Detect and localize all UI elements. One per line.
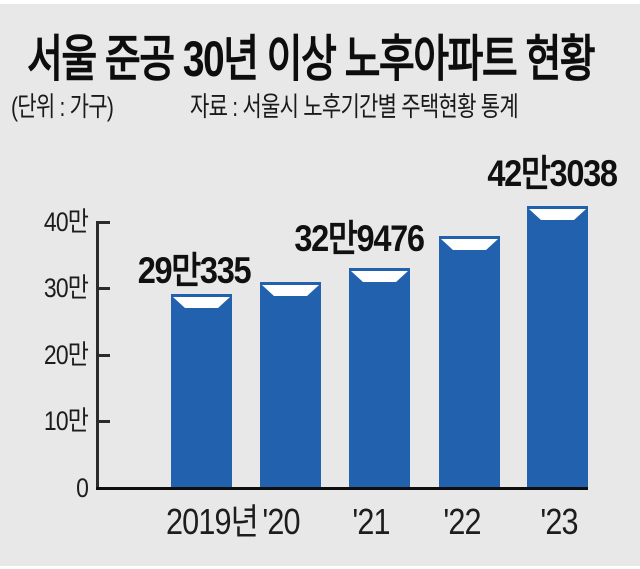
chart-subline: (단위 : 가구) 자료 : 서울시 노후기간별 주택현황 통계 bbox=[0, 92, 640, 122]
bar-top-notch bbox=[262, 285, 319, 296]
y-axis-tick bbox=[96, 420, 110, 423]
y-axis-label: 10만 bbox=[43, 406, 89, 436]
chart-title: 서울 준공 30년 이상 노후아파트 현황 bbox=[27, 31, 596, 87]
bar-top-notch bbox=[351, 271, 408, 282]
y-axis-label: 40만 bbox=[43, 207, 89, 237]
y-axis-tick bbox=[96, 221, 110, 224]
bar-'22 bbox=[439, 236, 500, 487]
y-axis-tick bbox=[96, 287, 110, 290]
value-label: 29만335 bbox=[137, 250, 252, 291]
bar-'21 bbox=[349, 268, 410, 487]
bar-top-notch bbox=[441, 239, 498, 250]
y-axis-label: 30만 bbox=[43, 273, 89, 303]
y-axis-label: 0 bbox=[76, 473, 89, 503]
y-axis-label: 20만 bbox=[43, 340, 89, 370]
x-axis-label: '20 bbox=[261, 501, 300, 542]
x-axis-label: '23 bbox=[539, 501, 578, 542]
x-axis-label: 2019년 bbox=[165, 501, 259, 542]
bar-top-notch bbox=[529, 209, 586, 220]
x-axis-label: '21 bbox=[351, 501, 390, 542]
bar-top-notch bbox=[173, 297, 230, 308]
value-label: 32만9476 bbox=[294, 218, 425, 259]
x-axis-baseline bbox=[96, 487, 588, 490]
bar-2019년 bbox=[171, 294, 232, 487]
value-label: 42만3038 bbox=[487, 153, 618, 194]
y-axis-tick bbox=[96, 354, 110, 357]
source-label: 자료 : 서울시 노후기간별 주택현황 통계 bbox=[190, 92, 519, 122]
bar-'23 bbox=[527, 206, 588, 487]
bar-'20 bbox=[260, 282, 321, 487]
unit-label: (단위 : 가구) bbox=[11, 92, 114, 122]
x-axis-label: '22 bbox=[442, 501, 481, 542]
